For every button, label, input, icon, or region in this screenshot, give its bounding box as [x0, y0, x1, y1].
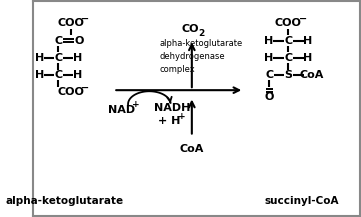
Text: H: H: [264, 53, 273, 63]
Text: O: O: [265, 92, 274, 102]
Text: −: −: [299, 14, 307, 24]
Text: + H: + H: [158, 117, 180, 127]
Text: C: C: [284, 36, 292, 46]
Text: CoA: CoA: [180, 145, 204, 155]
Text: NADH: NADH: [154, 104, 190, 113]
Text: COO: COO: [57, 18, 84, 28]
Text: H: H: [73, 70, 83, 80]
Text: H: H: [264, 36, 273, 46]
Text: alpha-ketoglutarate: alpha-ketoglutarate: [159, 39, 242, 48]
Text: alpha-ketoglutarate: alpha-ketoglutarate: [5, 196, 123, 206]
Text: H: H: [303, 36, 313, 46]
Text: dehydrogenase: dehydrogenase: [159, 52, 225, 61]
Text: COO: COO: [57, 87, 84, 97]
Text: H: H: [73, 53, 83, 63]
Text: H: H: [35, 53, 44, 63]
Text: −: −: [82, 14, 90, 24]
Text: CoA: CoA: [300, 70, 324, 80]
Text: C: C: [54, 36, 62, 46]
Text: O: O: [74, 36, 84, 46]
Text: COO: COO: [275, 18, 302, 28]
Text: H: H: [35, 70, 44, 80]
Text: 2: 2: [199, 29, 205, 38]
Text: −: −: [82, 83, 90, 93]
Text: +: +: [178, 112, 186, 121]
Text: succinyl-CoA: succinyl-CoA: [264, 196, 339, 206]
Text: NAD: NAD: [108, 105, 135, 115]
Text: C: C: [54, 53, 62, 63]
Text: CO: CO: [182, 24, 199, 34]
Text: S: S: [284, 70, 292, 80]
Text: H: H: [303, 53, 313, 63]
Text: +: +: [132, 100, 139, 109]
Text: C: C: [265, 70, 273, 80]
Text: complex: complex: [159, 65, 195, 74]
Text: C: C: [284, 53, 292, 63]
Text: C: C: [54, 70, 62, 80]
